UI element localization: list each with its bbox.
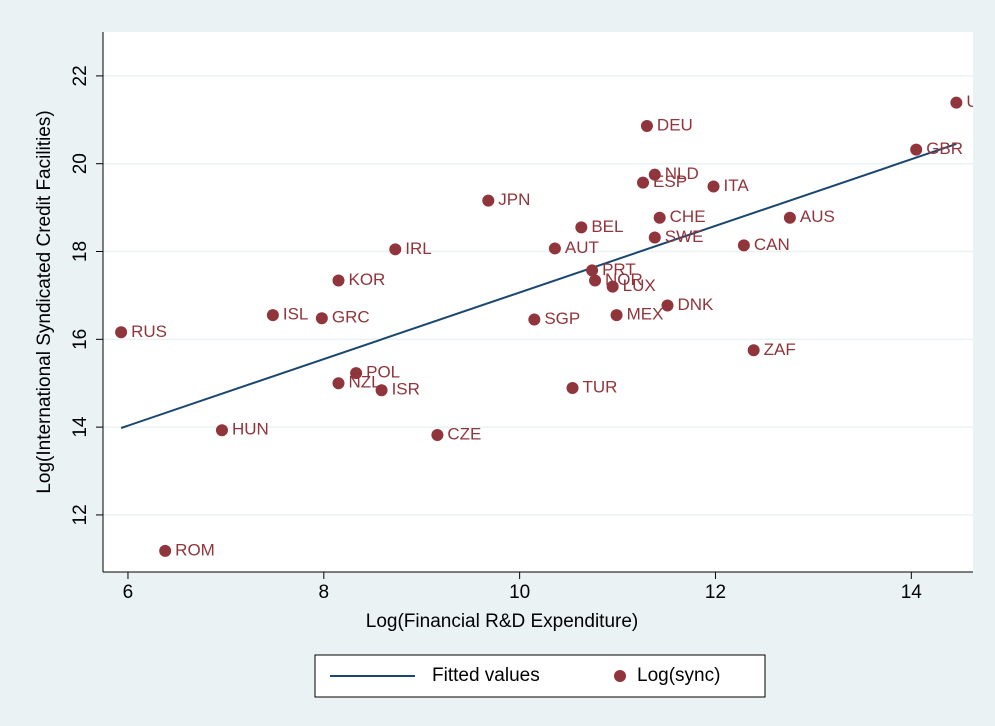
point-label: AUT (565, 238, 599, 257)
point-label: KOR (348, 270, 385, 289)
point-label: DEU (657, 115, 693, 134)
y-axis-label: Log(International Syndicated Credit Faci… (34, 110, 55, 493)
point (707, 180, 720, 193)
x-tick-label: 8 (319, 582, 330, 603)
y-tick-label: 14 (70, 416, 91, 438)
point (637, 176, 650, 189)
point-label: LUX (623, 276, 656, 295)
point-label: GBR (926, 139, 963, 158)
fitted-line (120, 143, 957, 429)
y-tick-label: 12 (70, 504, 91, 525)
point (566, 382, 579, 395)
x-tick-label: 14 (901, 582, 923, 603)
point-label: SWE (665, 227, 704, 246)
point (482, 194, 495, 207)
point-label: GRC (332, 308, 370, 327)
point (315, 312, 328, 325)
point (910, 143, 923, 156)
point (648, 168, 661, 181)
point-label: IRL (405, 239, 431, 258)
point (575, 221, 588, 234)
point (350, 367, 363, 380)
point (610, 309, 623, 322)
point-label: ITA (724, 176, 750, 195)
x-tick-label: 10 (509, 582, 530, 603)
point-label: JPN (498, 190, 530, 209)
x-axis-label: Log(Financial R&D Expenditure) (366, 611, 638, 632)
point (661, 299, 674, 312)
point (737, 239, 750, 252)
point (215, 424, 228, 437)
point (606, 280, 619, 293)
point-label: BEL (591, 217, 623, 236)
point (640, 119, 653, 132)
point (115, 326, 128, 339)
plot-area (103, 32, 973, 572)
x-tick-label: 12 (705, 582, 726, 603)
point-label: PRT (602, 260, 636, 279)
point-label: HUN (232, 420, 269, 439)
point-label: DNK (677, 295, 714, 314)
point-label: US (966, 92, 990, 111)
legend-label: Fitted values (432, 665, 540, 686)
point-label: CHE (670, 207, 706, 226)
y-tick-label: 22 (70, 65, 91, 86)
y-tick-label: 16 (70, 329, 91, 350)
point (159, 544, 172, 557)
point-label: ZAF (764, 340, 796, 359)
point (589, 274, 602, 287)
point-label: CZE (447, 425, 481, 444)
point (528, 313, 541, 326)
point-label: AUS (800, 207, 835, 226)
point (783, 211, 796, 224)
point-label: POL (366, 363, 400, 382)
point-label: MEX (627, 305, 664, 324)
y-tick-label: 18 (70, 241, 91, 262)
point (332, 274, 345, 287)
point (548, 242, 561, 255)
point (653, 211, 666, 224)
point (648, 231, 661, 244)
point-label: ESP (653, 172, 687, 191)
point (332, 377, 345, 390)
legend-swatch (614, 670, 626, 682)
point-label: CAN (754, 235, 790, 254)
point (266, 309, 279, 322)
point-label: TUR (583, 378, 618, 397)
legend-label: Log(sync) (637, 665, 720, 686)
point-label: RUS (131, 322, 167, 341)
point (389, 243, 402, 256)
grid (103, 75, 973, 516)
legend-items: Fitted values Log(sync) (330, 665, 720, 686)
point (431, 429, 444, 442)
point (586, 264, 599, 277)
point-label: ROM (175, 540, 215, 559)
marks: RUSROMHUNISLKORGRCNZLPOLISRIRLCZEJPNSGPA… (115, 92, 990, 559)
point-label: ISL (283, 305, 309, 324)
point (950, 96, 963, 109)
point (747, 344, 760, 357)
point-label: NLD (665, 164, 699, 183)
point-label: SGP (544, 309, 580, 328)
axes: 12 14 16 18 20 22 6 8 10 12 14 (70, 65, 922, 603)
y-tick-label: 20 (70, 153, 91, 174)
point-label: ISR (392, 380, 420, 399)
x-tick-label: 6 (123, 582, 134, 603)
point (375, 384, 388, 397)
